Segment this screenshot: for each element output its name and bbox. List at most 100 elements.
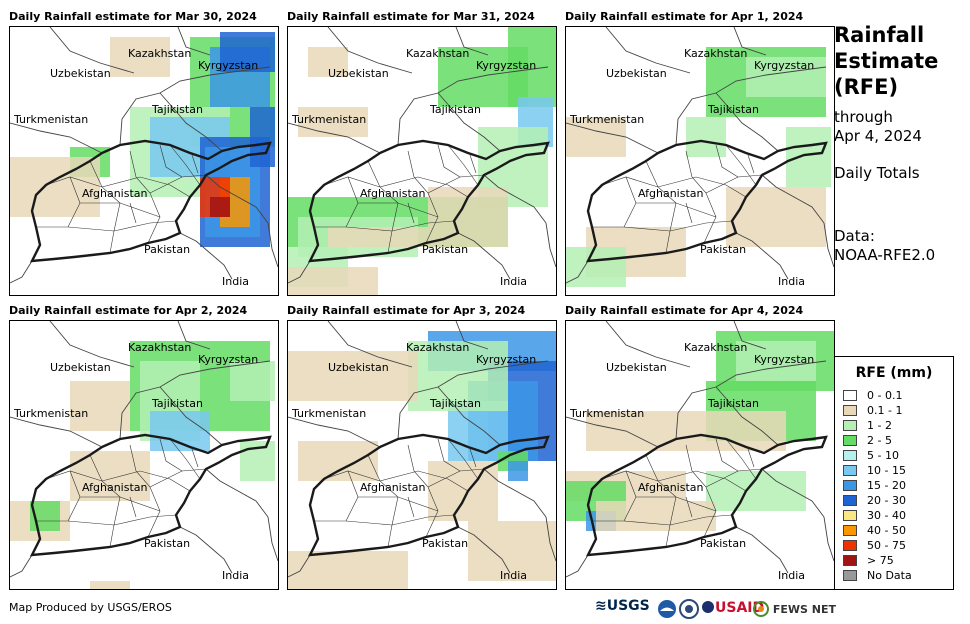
country-label-uzbekistan: Uzbekistan: [606, 361, 667, 374]
province-border: [191, 448, 199, 468]
panel-title: Daily Rainfall estimate for Apr 1, 2024: [565, 10, 804, 23]
country-label-kyrgyzstan: Kyrgyzstan: [198, 59, 259, 72]
rainfall-patch: [428, 461, 498, 521]
noaa-logo-icon: [657, 599, 677, 622]
country-label-pakistan: Pakistan: [422, 243, 469, 256]
province-border: [715, 438, 739, 472]
rainfall-patch: [288, 267, 378, 295]
legend: RFE (mm) 0 - 0.1 0.1 - 1 1 - 2 2 - 5 5 - 10 1…: [834, 356, 954, 590]
country-border: [119, 360, 271, 440]
province-border: [669, 514, 733, 526]
legend-label: 15 - 20: [867, 479, 906, 492]
country-border: [715, 386, 779, 446]
country-border: [545, 516, 556, 562]
pakistan-border: [735, 174, 825, 280]
country-label-pakistan: Pakistan: [144, 243, 191, 256]
province-border: [685, 496, 693, 518]
country-border: [605, 321, 691, 368]
rainfall-patch: [288, 551, 408, 589]
country-label-kyrgyzstan: Kyrgyzstan: [476, 353, 537, 366]
afghanistan-border: [307, 433, 550, 557]
country-label-kyrgyzstan: Kyrgyzstan: [198, 353, 259, 366]
country-label-kyrgyzstan: Kyrgyzstan: [754, 353, 815, 366]
country-border: [566, 416, 659, 448]
rainfall-patch: [220, 32, 275, 72]
country-border: [437, 92, 501, 152]
province-border: [469, 448, 477, 468]
country-border: [675, 66, 827, 146]
usaid-logo: USAID: [701, 600, 764, 616]
country-label-tajikistan: Tajikistan: [152, 103, 203, 116]
province-border: [159, 144, 183, 178]
province-border: [80, 202, 161, 218]
province-border: [358, 202, 439, 218]
rainfall-patch: [408, 341, 508, 411]
province-border: [36, 520, 115, 526]
country-label-uzbekistan: Uzbekistan: [606, 67, 667, 80]
province-border: [314, 226, 393, 232]
side-date: Apr 4, 2024: [834, 127, 922, 145]
rainfall-map: Kazakhstan Kyrgyzstan Uzbekistan Tajikistan…: [9, 320, 279, 590]
country-label-kazakhstan: Kazakhstan: [406, 341, 470, 354]
country-label-uzbekistan: Uzbekistan: [328, 67, 389, 80]
country-border: [397, 360, 549, 440]
country-label-tajikistan: Tajikistan: [430, 103, 481, 116]
footer-credit: Map Produced by USGS/EROS: [9, 601, 172, 614]
country-label-pakistan: Pakistan: [700, 243, 747, 256]
afghanistan-border: [29, 433, 272, 557]
country-border: [177, 321, 211, 350]
panel-title: Daily Rainfall estimate for Mar 31, 2024: [287, 10, 535, 23]
province-border: [725, 144, 757, 186]
rainfall-patch: [586, 411, 786, 451]
country-label-pakistan: Pakistan: [144, 537, 191, 550]
country-border: [437, 386, 501, 446]
rainfall-patch: [298, 107, 368, 137]
pakistan-border: [179, 174, 269, 280]
country-border: [675, 360, 827, 440]
rainfall-patch: [786, 127, 831, 187]
rainfall-map: Kazakhstan Kyrgyzstan Uzbekistan Tajikistan…: [287, 26, 557, 296]
country-label-turkmenistan: Turkmenistan: [14, 407, 89, 420]
side-title-line2: Estimate: [834, 49, 939, 73]
country-label-afghanistan: Afghanistan: [82, 481, 148, 494]
rainfall-patch: [596, 501, 716, 531]
country-label-turkmenistan: Turkmenistan: [292, 113, 367, 126]
legend-label: No Data: [867, 569, 912, 582]
legend-label: 30 - 40: [867, 509, 906, 522]
country-label-turkmenistan: Turkmenistan: [14, 113, 89, 126]
pakistan-border: [179, 468, 269, 574]
province-border: [149, 468, 207, 488]
country-label-india: India: [222, 569, 249, 582]
country-label-kazakhstan: Kazakhstan: [406, 47, 470, 60]
province-border: [747, 448, 755, 468]
rainfall-patch: [150, 411, 210, 451]
country-border: [267, 222, 278, 268]
province-border: [447, 144, 479, 186]
province-border: [129, 496, 137, 518]
legend-swatch: [843, 450, 857, 461]
country-border: [823, 222, 834, 268]
rainfall-patch: [298, 441, 378, 481]
legend-label: 5 - 10: [867, 449, 899, 462]
panel-title: Daily Rainfall estimate for Apr 4, 2024: [565, 304, 804, 317]
country-label-india: India: [778, 275, 805, 288]
rainfall-patch: [566, 117, 626, 157]
province-border: [323, 470, 381, 482]
province-border: [407, 496, 415, 518]
country-label-afghanistan: Afghanistan: [82, 187, 148, 200]
legend-swatch: [843, 435, 857, 446]
country-border: [177, 27, 211, 56]
rainfall-patch: [726, 187, 826, 247]
country-label-uzbekistan: Uzbekistan: [50, 67, 111, 80]
rainfall-patch: [566, 247, 626, 287]
country-border: [288, 260, 311, 284]
province-border: [191, 154, 199, 174]
country-label-tajikistan: Tajikistan: [708, 397, 759, 410]
side-title-line3: (RFE): [834, 75, 899, 99]
province-border: [669, 220, 733, 232]
country-label-india: India: [778, 569, 805, 582]
rainfall-patch: [90, 581, 130, 589]
rainfall-map: Kazakhstan Kyrgyzstan Uzbekistan Tajikistan…: [9, 26, 279, 296]
legend-label: > 75: [867, 554, 894, 567]
legend-label: 1 - 2: [867, 419, 892, 432]
